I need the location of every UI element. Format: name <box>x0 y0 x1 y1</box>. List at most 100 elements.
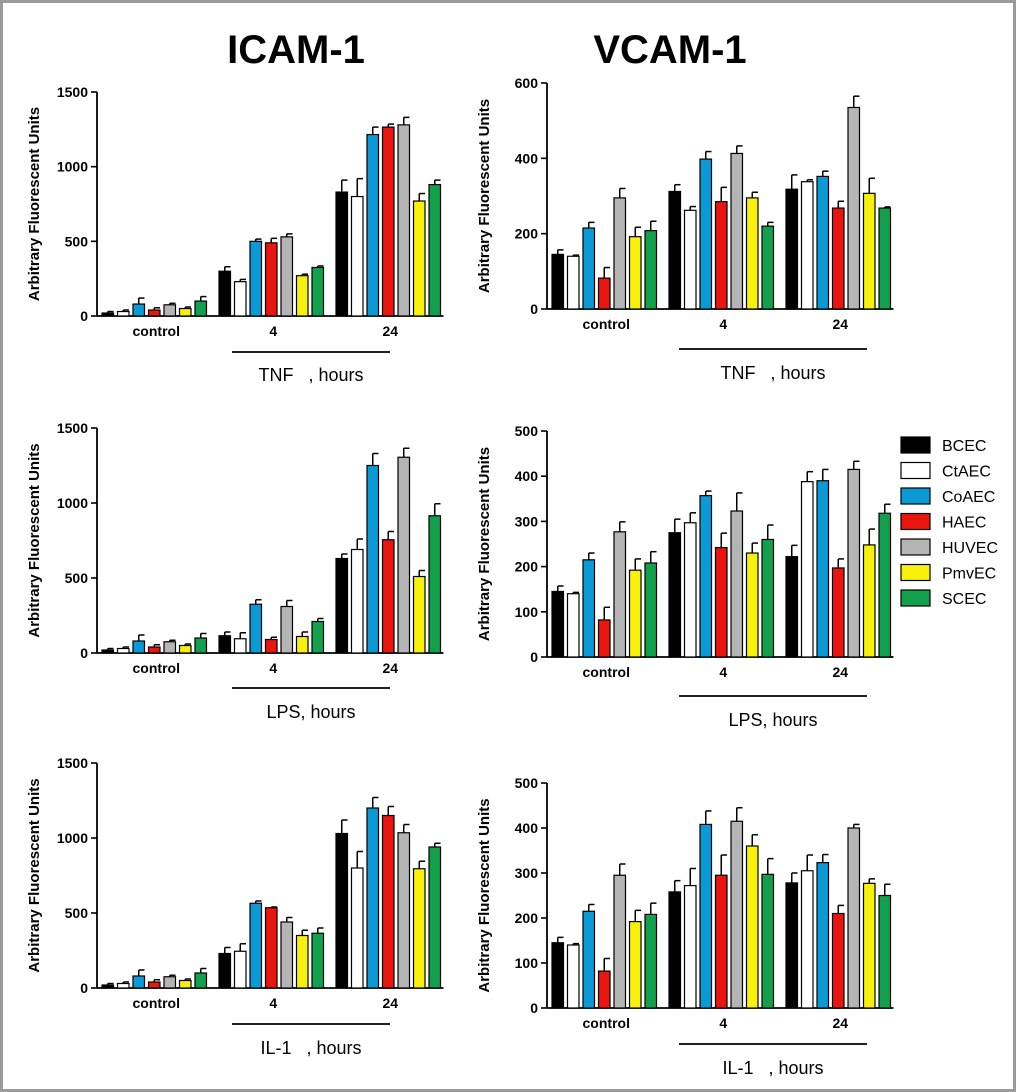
y-tick-label: 1000 <box>57 495 88 511</box>
category-label: control <box>133 323 180 339</box>
bar-coaec-24 <box>366 807 380 989</box>
bar-huvec-control <box>613 874 627 1009</box>
bar-coaec-control <box>582 910 596 1009</box>
bar-ctaec-4 <box>233 950 247 989</box>
x-axis-label: LPS, hours <box>266 702 355 722</box>
bar-huvec-4 <box>280 605 294 654</box>
bar-pmvec-4 <box>295 275 309 317</box>
bar-bcec-4 <box>218 952 232 989</box>
bar-bcec-4 <box>668 190 682 310</box>
bar-bcec-control <box>551 253 565 310</box>
bar-huvec-24 <box>397 832 411 989</box>
bar-scec-24 <box>428 183 442 317</box>
bar-scec-control <box>644 913 658 1009</box>
category-label: control <box>133 995 180 1011</box>
bar-ctaec-24 <box>800 870 814 1009</box>
y-axis-label: Arbitrary Fluorescent Units <box>26 107 43 301</box>
legend-swatch-bcec <box>900 436 931 454</box>
bar-haec-24 <box>381 126 395 317</box>
bar-scec-control <box>644 562 658 658</box>
bar-pmvec-24 <box>412 575 426 654</box>
y-tick-label: 100 <box>515 604 539 620</box>
y-axis-label: Arbitrary Fluorescent Units <box>26 778 43 972</box>
bar-haec-4 <box>714 201 728 310</box>
legend-label-haec: HAEC <box>942 515 986 532</box>
bar-coaec-control <box>582 559 596 658</box>
bar-pmvec-control <box>628 920 642 1009</box>
bar-ctaec-24 <box>800 181 814 310</box>
y-tick-label: 0 <box>80 645 88 661</box>
bar-huvec-24 <box>847 827 861 1009</box>
y-tick-label: 600 <box>515 75 539 91</box>
y-tick-label: 200 <box>515 226 539 242</box>
bar-pmvec-4 <box>745 197 759 310</box>
bar-pmvec-24 <box>412 200 426 317</box>
bar-huvec-4 <box>730 510 744 658</box>
bar-pmvec-4 <box>295 635 309 654</box>
bar-ctaec-control <box>566 593 580 658</box>
bar-coaec-24 <box>366 133 380 317</box>
bar-coaec-4 <box>249 240 263 317</box>
legend-swatch-ctaec <box>900 461 931 480</box>
y-tick-label: 0 <box>80 308 88 324</box>
bar-haec-24 <box>831 912 845 1009</box>
legend-label-huvec: HUVEC <box>942 540 998 557</box>
bar-bcec-24 <box>785 882 799 1009</box>
y-tick-label: 200 <box>515 559 539 575</box>
x-axis-label: LPS, hours <box>728 710 817 730</box>
bar-haec-control <box>597 277 611 310</box>
bar-huvec-4 <box>730 820 744 1009</box>
bar-coaec-4 <box>699 495 713 658</box>
bar-ctaec-24 <box>350 867 364 989</box>
bar-scec-control <box>194 300 208 317</box>
legend-swatch-pmvec <box>900 563 931 582</box>
column-title-vcam: VCAM-1 <box>593 28 746 72</box>
bar-pmvec-24 <box>862 192 876 310</box>
bar-bcec-24 <box>785 188 799 310</box>
category-label: 4 <box>719 664 727 680</box>
bar-huvec-control <box>613 531 627 658</box>
bar-huvec-24 <box>847 106 861 310</box>
bar-ctaec-24 <box>800 481 814 658</box>
bar-pmvec-control <box>178 307 192 317</box>
bar-haec-24 <box>381 814 395 989</box>
bar-pmvec-24 <box>412 868 426 989</box>
bar-pmvec-4 <box>295 934 309 989</box>
bar-haec-24 <box>381 539 395 654</box>
bar-haec-control <box>147 309 161 317</box>
bar-scec-4 <box>311 620 325 654</box>
legend-label-coaec: CoAEC <box>942 489 995 506</box>
category-label: 4 <box>719 316 727 332</box>
y-tick-label: 0 <box>530 649 538 665</box>
bar-huvec-24 <box>847 468 861 658</box>
column-title-icam: ICAM-1 <box>227 28 365 72</box>
bar-bcec-control <box>101 984 115 989</box>
bar-ctaec-control <box>116 647 130 654</box>
bar-scec-control <box>194 972 208 989</box>
bar-huvec-24 <box>397 456 411 654</box>
bar-scec-4 <box>311 932 325 989</box>
y-tick-label: 0 <box>80 980 88 996</box>
bar-bcec-control <box>101 312 115 317</box>
bar-ctaec-control <box>116 310 130 317</box>
bar-bcec-24 <box>785 556 799 658</box>
bar-ctaec-control <box>566 944 580 1009</box>
bar-pmvec-24 <box>862 544 876 658</box>
bar-haec-24 <box>831 567 845 658</box>
bar-scec-4 <box>761 538 775 658</box>
category-label: control <box>583 664 630 680</box>
bar-huvec-4 <box>730 152 744 310</box>
category-label: 24 <box>382 660 398 676</box>
bar-coaec-control <box>132 975 146 989</box>
bar-haec-4 <box>264 907 278 989</box>
y-tick-label: 1000 <box>57 830 88 846</box>
bar-scec-4 <box>311 266 325 317</box>
bar-bcec-control <box>551 590 565 658</box>
x-axis-label: TNF , hours <box>258 365 363 385</box>
y-axis-label: Arbitrary Fluorescent Units <box>476 798 493 992</box>
bar-coaec-24 <box>816 175 830 310</box>
bar-haec-control <box>597 619 611 658</box>
chart-panel-3: 0 100 200 300 400 500 Arbitrary Fluorescent Un… <box>476 423 894 730</box>
bar-ctaec-4 <box>683 209 697 310</box>
y-tick-label: 500 <box>65 905 89 921</box>
